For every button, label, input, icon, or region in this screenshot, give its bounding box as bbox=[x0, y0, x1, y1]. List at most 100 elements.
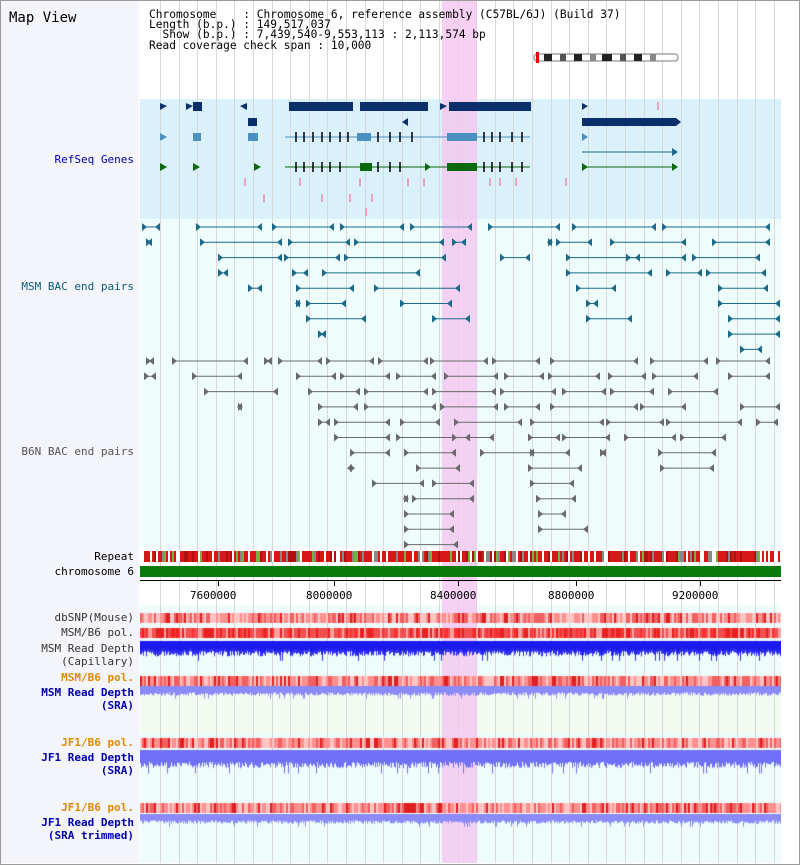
b6n-bac-pair[interactable] bbox=[192, 372, 242, 381]
b6n-bac-pair[interactable] bbox=[728, 372, 770, 381]
b6n-bac-pair[interactable] bbox=[318, 402, 358, 411]
b6n-bac-pair[interactable] bbox=[364, 387, 428, 396]
b6n-bac-pair[interactable] bbox=[492, 357, 540, 365]
b6n-bac-pair[interactable] bbox=[432, 479, 474, 488]
b6n-bac-pair[interactable] bbox=[528, 464, 582, 473]
msm-bac-pair[interactable] bbox=[728, 330, 780, 339]
msm-bac-pair[interactable] bbox=[292, 268, 308, 277]
b6n-bac-pair[interactable] bbox=[624, 433, 676, 442]
b6n-bac-pair[interactable] bbox=[562, 387, 606, 396]
b6n-bac-pair[interactable] bbox=[530, 479, 574, 488]
msm-bac-pair[interactable] bbox=[196, 223, 262, 231]
b6n-bac-pair[interactable] bbox=[606, 418, 664, 427]
b6n-bac-pair[interactable] bbox=[404, 525, 454, 534]
msm-bac-pair[interactable] bbox=[712, 238, 770, 247]
b6n-bac-pair[interactable] bbox=[650, 357, 708, 365]
msm-bac-pair[interactable] bbox=[344, 253, 446, 262]
msm-bac-pair[interactable] bbox=[576, 284, 616, 293]
msm-bac-pair[interactable] bbox=[295, 299, 301, 308]
b6n-bac-pair[interactable] bbox=[378, 357, 428, 365]
b6n-bac-pair[interactable] bbox=[504, 402, 540, 411]
msm-bac-pair[interactable] bbox=[566, 268, 652, 277]
b6n-bac-pair[interactable] bbox=[608, 372, 646, 381]
b6n-bac-pair[interactable] bbox=[480, 448, 534, 457]
b6n-bac-pair[interactable] bbox=[400, 418, 440, 427]
chromosome-bar[interactable] bbox=[140, 566, 781, 577]
b6n-bac-pair[interactable] bbox=[716, 357, 770, 365]
msm-bac-pair[interactable] bbox=[142, 223, 160, 231]
b6n-bac-pair[interactable] bbox=[538, 510, 566, 518]
chromosome-ideogram[interactable] bbox=[530, 52, 680, 64]
b6n-bac-pair[interactable] bbox=[528, 433, 560, 442]
b6n-bac-pair[interactable] bbox=[403, 494, 409, 503]
b6n-bac-pair[interactable] bbox=[404, 510, 454, 518]
b6n-bac-pair[interactable] bbox=[562, 433, 610, 442]
msm-bac-pair[interactable] bbox=[318, 330, 326, 339]
b6n-bac-pair[interactable] bbox=[296, 372, 336, 381]
b6n-bac-pair[interactable] bbox=[538, 525, 588, 534]
b6n-bac-pair[interactable] bbox=[548, 372, 600, 381]
msm-bac-pair[interactable] bbox=[626, 253, 686, 262]
b6n-bac-pair[interactable] bbox=[536, 494, 576, 503]
msm-bac-pair[interactable] bbox=[728, 314, 780, 323]
msm-bac-pair[interactable] bbox=[400, 299, 452, 308]
b6n-bac-pair[interactable] bbox=[680, 433, 726, 442]
b6n-bac-pair[interactable] bbox=[404, 540, 458, 549]
msm-bac-pair[interactable] bbox=[218, 253, 282, 262]
b6n-bac-pair[interactable] bbox=[640, 402, 686, 411]
b6n-bac-pair[interactable] bbox=[500, 387, 556, 396]
msm-bac-pair[interactable] bbox=[288, 238, 350, 247]
b6n-bac-pair[interactable] bbox=[668, 387, 718, 396]
msm-bac-pair[interactable] bbox=[718, 284, 768, 293]
b6n-bac-pair[interactable] bbox=[550, 402, 638, 411]
b6n-bac-pair[interactable] bbox=[364, 402, 436, 411]
b6n-bac-pair[interactable] bbox=[416, 464, 460, 473]
b6n-bac-pair[interactable] bbox=[452, 433, 494, 442]
b6n-bac-pair[interactable] bbox=[504, 372, 544, 381]
b6n-bac-pair[interactable] bbox=[550, 357, 638, 365]
b6n-bac-pair[interactable] bbox=[600, 448, 606, 457]
msm-bac-pair[interactable] bbox=[296, 284, 354, 293]
msm-bac-pair[interactable] bbox=[662, 223, 770, 231]
b6n-bac-pair[interactable] bbox=[347, 464, 355, 473]
repeat-track[interactable] bbox=[140, 551, 782, 563]
b6n-bac-pair[interactable] bbox=[396, 372, 436, 381]
b6n-bac-pair[interactable] bbox=[530, 418, 604, 427]
msm-bac-pair[interactable] bbox=[354, 238, 444, 247]
b6n-bac-pair[interactable] bbox=[146, 357, 154, 365]
msm-bac-pair[interactable] bbox=[284, 253, 340, 262]
b6n-bac-pair[interactable] bbox=[430, 357, 488, 365]
msm-bac-pair[interactable] bbox=[272, 223, 334, 231]
b6n-bac-pair[interactable] bbox=[144, 372, 156, 381]
msm-bac-pair[interactable] bbox=[586, 314, 632, 323]
msm-bac-pair[interactable] bbox=[740, 345, 762, 354]
b6n-bac-pair[interactable] bbox=[334, 418, 390, 427]
b6n-bac-pair[interactable] bbox=[666, 418, 742, 427]
msm-bac-pair[interactable] bbox=[547, 238, 553, 247]
b6n-bac-pair[interactable] bbox=[740, 402, 780, 411]
b6n-bac-pair[interactable] bbox=[237, 402, 243, 411]
b6n-bac-pair[interactable] bbox=[204, 387, 278, 396]
b6n-bac-pair[interactable] bbox=[340, 372, 390, 381]
msm-bac-pair[interactable] bbox=[248, 284, 262, 293]
b6n-bac-pair[interactable] bbox=[350, 448, 390, 457]
b6n-bac-pair[interactable] bbox=[658, 448, 716, 457]
msm-bac-pair[interactable] bbox=[692, 253, 760, 262]
msm-bac-pair[interactable] bbox=[452, 238, 466, 247]
msm-bac-pair[interactable] bbox=[200, 238, 282, 247]
b6n-bac-pair[interactable] bbox=[652, 372, 698, 381]
msm-bac-pair[interactable] bbox=[374, 284, 460, 293]
msm-bac-pair[interactable] bbox=[146, 238, 152, 247]
b6n-bac-pair[interactable] bbox=[660, 464, 714, 473]
b6n-bac-pair[interactable] bbox=[264, 357, 272, 365]
b6n-bac-pair[interactable] bbox=[326, 357, 374, 365]
b6n-bac-pair[interactable] bbox=[412, 494, 474, 503]
msm-bac-pair[interactable] bbox=[340, 223, 404, 231]
b6n-bac-pair[interactable] bbox=[444, 372, 498, 381]
msm-bac-pair[interactable] bbox=[410, 223, 472, 231]
msm-bac-pair[interactable] bbox=[322, 268, 420, 277]
msm-bac-pair[interactable] bbox=[500, 253, 530, 262]
